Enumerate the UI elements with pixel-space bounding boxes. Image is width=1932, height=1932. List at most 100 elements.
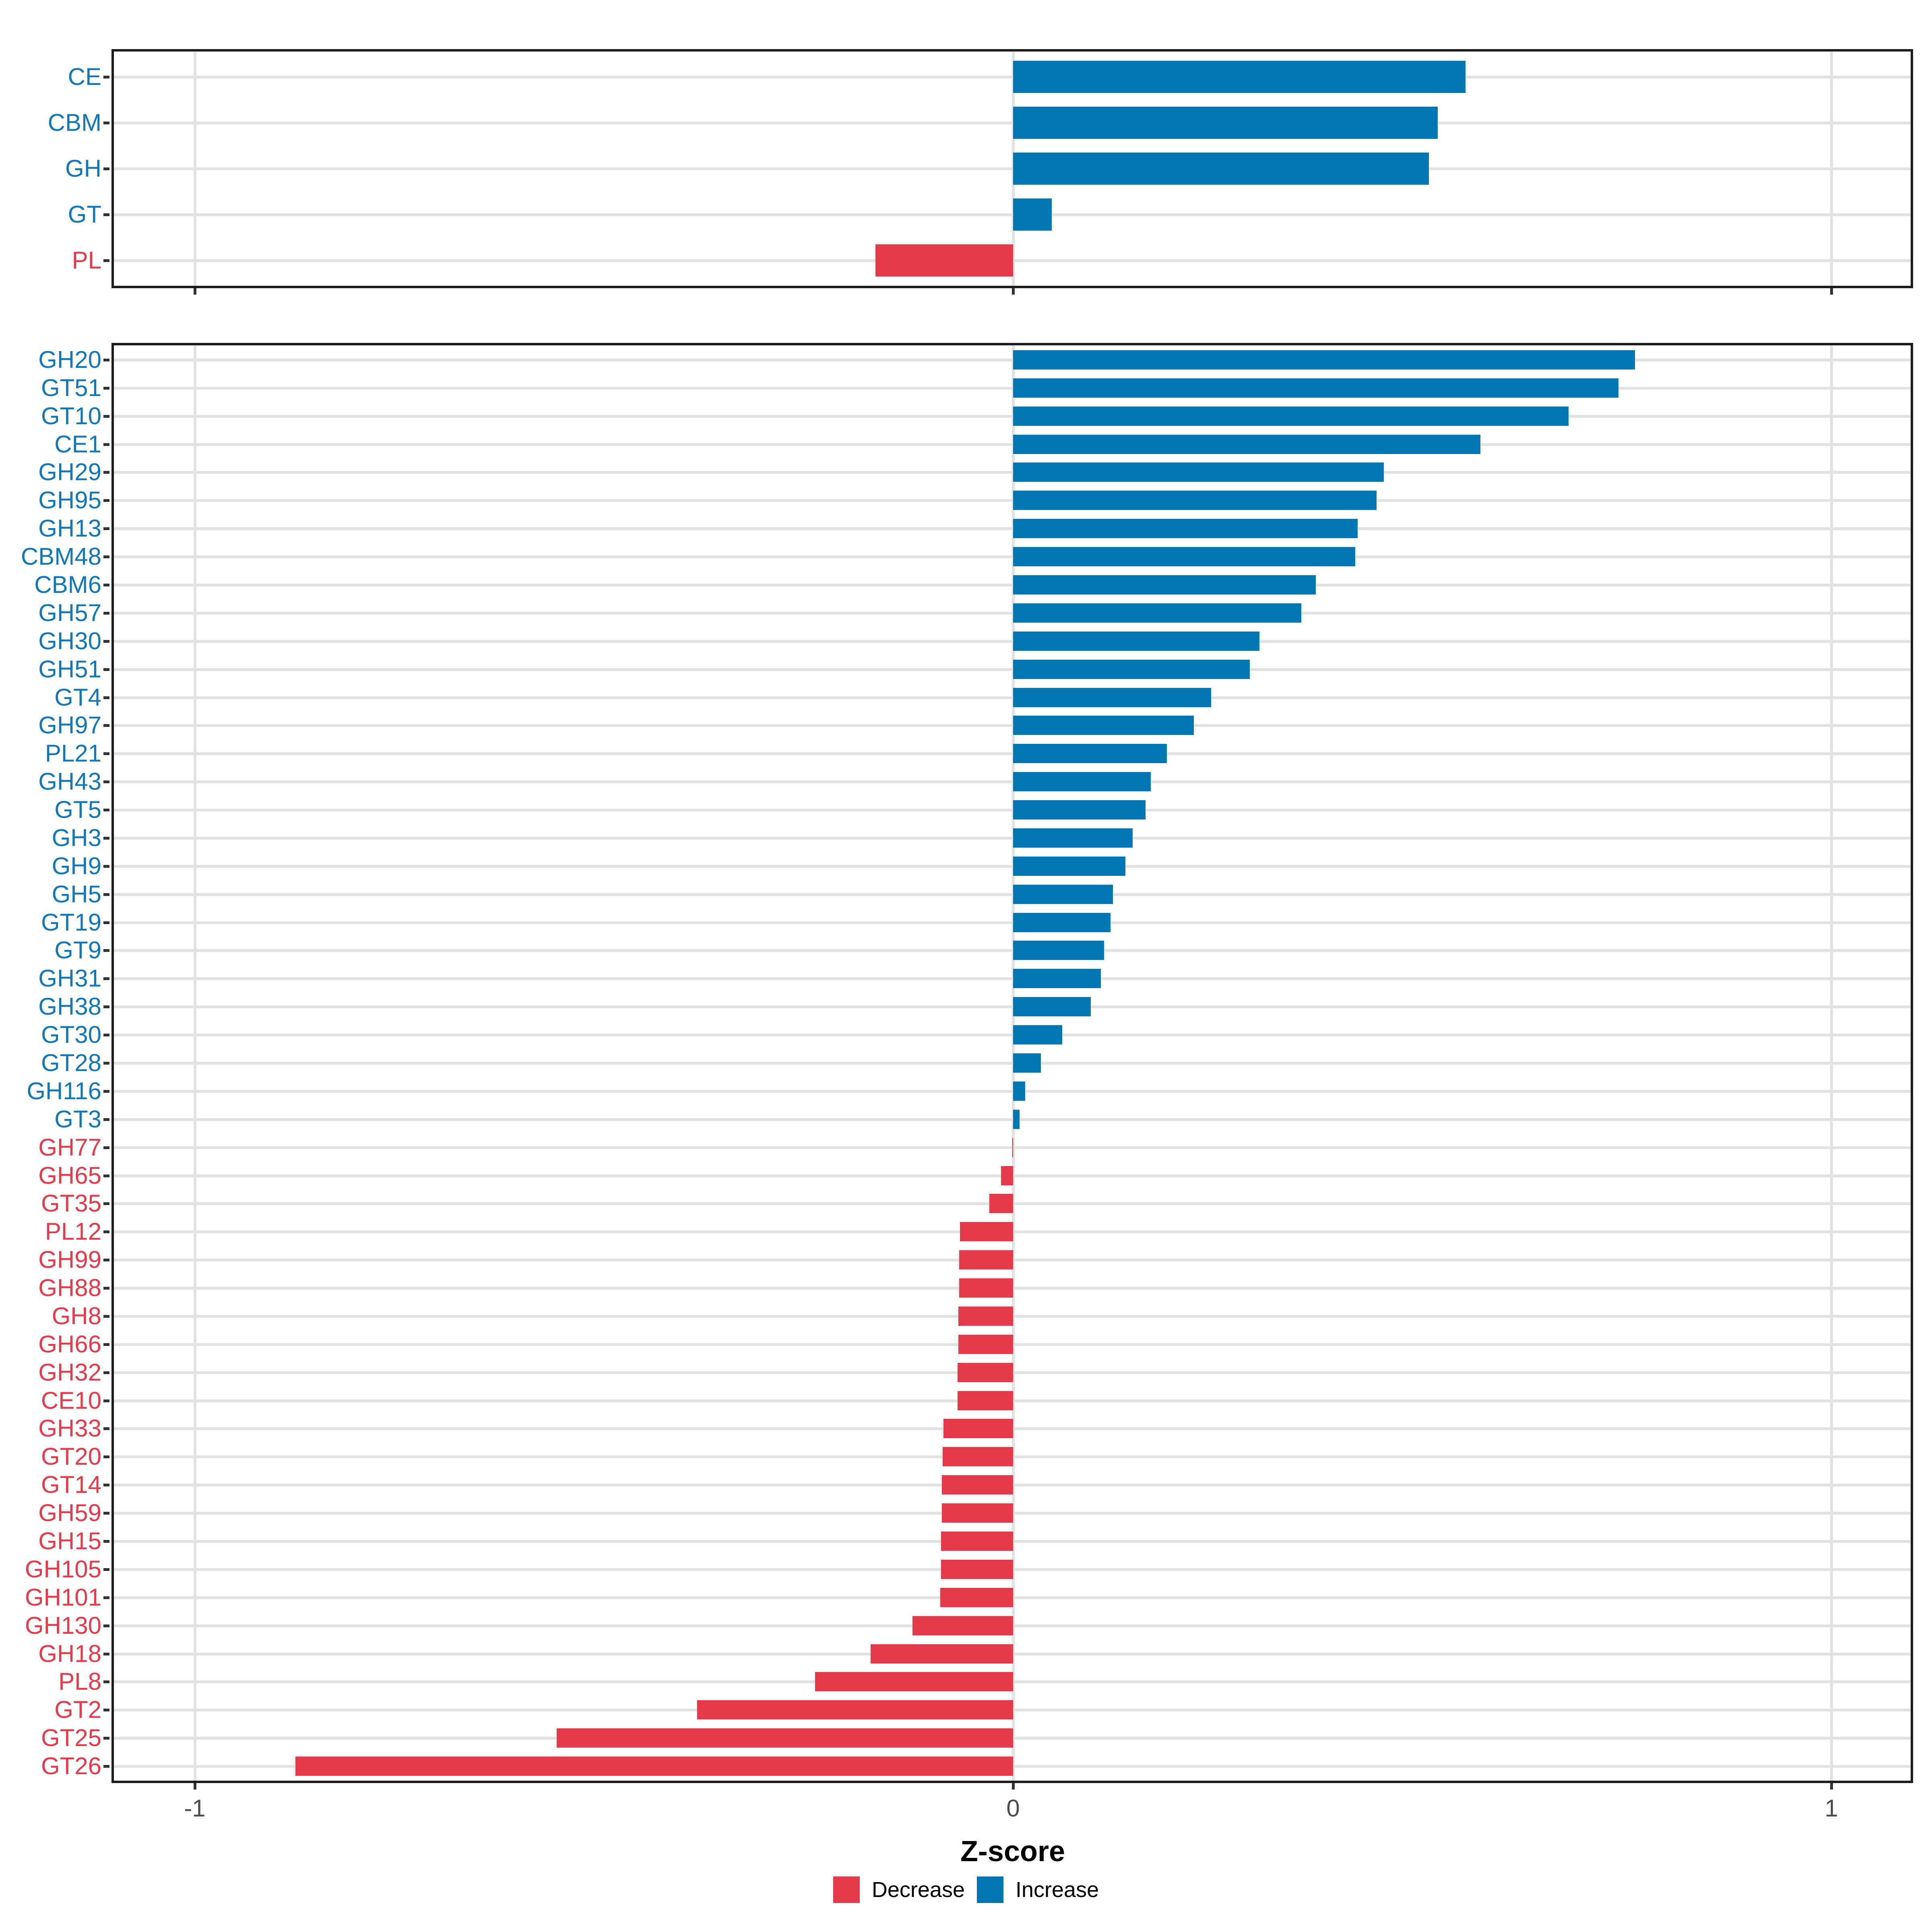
y-label-GT25: GT25 — [41, 1724, 101, 1752]
bar-GT — [1013, 198, 1052, 231]
x-tick — [1012, 288, 1015, 295]
y-tick — [103, 555, 109, 559]
bar-GH8 — [958, 1306, 1013, 1326]
bar-GT35 — [989, 1194, 1013, 1214]
y-label-CE1: CE1 — [54, 430, 101, 458]
x-tick — [194, 288, 196, 295]
y-tick — [103, 780, 109, 784]
y-label-GH20: GH20 — [38, 346, 101, 373]
bar-GH57 — [1013, 603, 1301, 623]
y-label-GH8: GH8 — [52, 1302, 101, 1329]
y-tick — [103, 415, 109, 418]
y-tick — [103, 358, 109, 361]
y-tick — [103, 668, 109, 671]
y-tick — [103, 1062, 109, 1065]
bar-GT26 — [295, 1757, 1013, 1776]
y-label-GH18: GH18 — [38, 1640, 101, 1667]
y-label-GH29: GH29 — [38, 458, 101, 486]
y-label-GT4: GT4 — [54, 683, 101, 711]
bar-CBM — [1013, 106, 1438, 139]
y-tick — [103, 640, 109, 643]
bar-CBM6 — [1013, 575, 1316, 594]
y-tick — [103, 1034, 109, 1037]
bar-GH59 — [942, 1503, 1013, 1523]
bar-PL — [875, 244, 1013, 277]
y-tick — [103, 1512, 109, 1515]
y-tick — [103, 213, 109, 217]
y-label-GT35: GT35 — [41, 1190, 101, 1217]
bar-CBM48 — [1013, 547, 1355, 567]
y-label-GT28: GT28 — [41, 1049, 101, 1076]
y-label-GT19: GT19 — [41, 908, 101, 936]
bar-GT10 — [1013, 406, 1569, 426]
y-label-GT26: GT26 — [41, 1752, 101, 1780]
y-tick — [103, 1005, 109, 1009]
bar-GT25 — [557, 1728, 1013, 1748]
v-gridline — [194, 345, 196, 1781]
y-label-GT2: GT2 — [54, 1696, 101, 1724]
bar-GT9 — [1013, 941, 1104, 960]
y-label-GH13: GH13 — [38, 515, 101, 542]
y-label-GH15: GH15 — [38, 1527, 101, 1554]
bar-GT28 — [1013, 1053, 1041, 1073]
bar-GT19 — [1013, 912, 1110, 932]
bar-CE1 — [1013, 434, 1480, 454]
v-gridline — [194, 52, 196, 286]
bar-GH33 — [943, 1419, 1013, 1439]
y-tick — [103, 921, 109, 924]
bar-GT4 — [1013, 687, 1211, 707]
bar-GH9 — [1013, 856, 1125, 876]
y-label-CBM48: CBM48 — [21, 543, 101, 570]
y-label-GT9: GT9 — [54, 937, 101, 964]
y-label-PL: PL — [72, 247, 101, 274]
bar-GT14 — [942, 1475, 1013, 1495]
bar-GH66 — [958, 1334, 1013, 1354]
y-label-GH105: GH105 — [25, 1555, 101, 1583]
y-tick — [103, 527, 109, 530]
bar-GH65 — [1001, 1166, 1013, 1185]
y-tick — [103, 443, 109, 446]
bar-GT2 — [697, 1700, 1013, 1720]
y-label-GH97: GH97 — [38, 712, 101, 739]
y-tick — [103, 1146, 109, 1149]
x-tick-label--1: -1 — [184, 1795, 206, 1822]
y-label-GH38: GH38 — [38, 993, 101, 1020]
y-label-GH130: GH130 — [25, 1612, 101, 1639]
y-label-GH95: GH95 — [38, 487, 101, 514]
y-tick — [103, 583, 109, 586]
y-label-GT51: GT51 — [41, 374, 101, 401]
legend-label-decrease: Decrease — [871, 1878, 965, 1902]
bar-GH105 — [941, 1559, 1013, 1579]
x-axis-title: Z-score — [960, 1835, 1065, 1868]
y-label-CBM6: CBM6 — [34, 571, 101, 598]
bar-GT20 — [943, 1447, 1013, 1467]
y-tick — [103, 696, 109, 699]
y-label-GH: GH — [65, 155, 101, 182]
y-tick — [103, 1202, 109, 1205]
y-tick — [103, 1680, 109, 1684]
bar-GH3 — [1013, 828, 1133, 848]
y-tick — [103, 1624, 109, 1627]
y-label-GH32: GH32 — [38, 1358, 101, 1386]
bar-CE10 — [958, 1391, 1013, 1410]
y-label-CBM: CBM — [47, 109, 101, 136]
y-tick — [103, 1765, 109, 1768]
bar-CE — [1013, 60, 1466, 93]
bar-GH97 — [1013, 716, 1194, 735]
y-label-GT3: GT3 — [54, 1105, 101, 1133]
bar-PL8 — [815, 1672, 1013, 1692]
y-tick — [103, 1343, 109, 1346]
y-tick — [103, 1399, 109, 1402]
y-tick — [103, 949, 109, 952]
bar-PL12 — [960, 1222, 1013, 1242]
y-tick — [103, 809, 109, 812]
legend-key-increase-swatch — [976, 1876, 1003, 1903]
y-label-GH9: GH9 — [52, 852, 101, 879]
y-label-GT5: GT5 — [54, 796, 101, 824]
x-tick-label-1: 1 — [1825, 1795, 1838, 1822]
bar-GT5 — [1013, 800, 1146, 820]
y-tick — [103, 499, 109, 502]
y-tick — [103, 752, 109, 755]
y-tick — [103, 1315, 109, 1318]
